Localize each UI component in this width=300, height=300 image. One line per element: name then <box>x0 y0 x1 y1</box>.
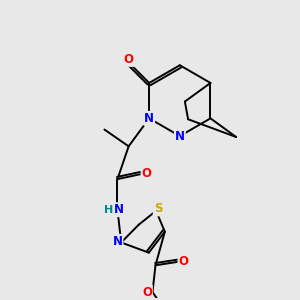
Text: N: N <box>144 112 154 125</box>
Text: O: O <box>124 53 134 66</box>
Text: N: N <box>114 203 124 216</box>
Text: S: S <box>154 202 162 215</box>
Text: N: N <box>112 235 122 248</box>
Text: N: N <box>175 130 185 142</box>
Text: H: H <box>103 205 113 215</box>
Text: O: O <box>142 167 152 180</box>
Text: O: O <box>142 286 152 298</box>
Text: O: O <box>178 255 188 268</box>
